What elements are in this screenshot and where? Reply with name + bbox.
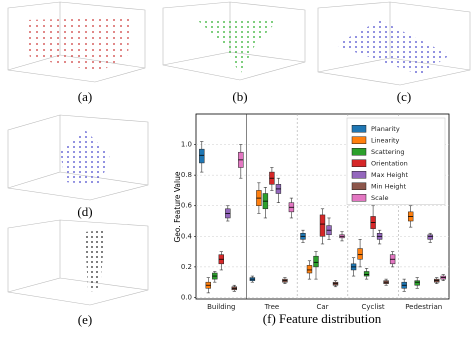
- y-tick-label: 0.2: [181, 263, 192, 271]
- box: [427, 234, 433, 240]
- y-tick-label: 0.0: [181, 293, 192, 301]
- plot-frame: [195, 113, 450, 300]
- box: [313, 255, 319, 268]
- thumbnail-a: [7, 1, 146, 83]
- thumbnail-d: [7, 114, 149, 201]
- legend-swatch: [351, 182, 367, 190]
- legend-label: Scale: [371, 194, 389, 202]
- box: [414, 280, 420, 286]
- legend-label: Scattering: [371, 148, 405, 156]
- y-tick-label: 0.8: [181, 171, 192, 179]
- caption: (e): [78, 312, 92, 327]
- caption: (c): [397, 89, 411, 104]
- x-tick-label: Pedestrian: [405, 303, 442, 311]
- legend-label: Orientation: [371, 159, 408, 167]
- box: [199, 148, 205, 164]
- box: [306, 265, 313, 274]
- x-tick-label: Car: [316, 303, 328, 311]
- legend-swatch: [351, 125, 367, 133]
- thumbnail-b: [162, 1, 306, 81]
- caption: (b): [232, 89, 247, 104]
- legend-label: Min Height: [371, 182, 407, 190]
- legend-swatch: [351, 148, 367, 156]
- thumbnail-e: [7, 219, 149, 306]
- x-tick-label: Building: [207, 303, 235, 311]
- y-tick-label: 1.0: [181, 141, 192, 149]
- legend-swatch: [351, 136, 367, 144]
- legend-label: Linearity: [371, 136, 400, 144]
- y-axis-label: Geo. Feature Value: [173, 171, 182, 242]
- legend-swatch: [351, 159, 367, 167]
- caption: (a): [78, 89, 92, 104]
- x-tick-label: Cyclist: [362, 303, 385, 311]
- legend-swatch: [351, 171, 367, 179]
- legend-label: Planarity: [371, 125, 400, 133]
- caption: (d): [77, 204, 92, 219]
- box: [363, 271, 370, 277]
- y-tick-label: 0.4: [181, 232, 193, 240]
- box: [357, 248, 363, 260]
- thumbnail-c: [317, 1, 471, 86]
- y-tick-label: 0.6: [181, 202, 193, 210]
- legend-label: Max Height: [371, 171, 408, 179]
- box: [319, 214, 326, 237]
- chart-title: (f) Feature distribution: [263, 311, 382, 326]
- x-tick-label: Tree: [264, 303, 280, 311]
- legend-swatch: [351, 194, 367, 202]
